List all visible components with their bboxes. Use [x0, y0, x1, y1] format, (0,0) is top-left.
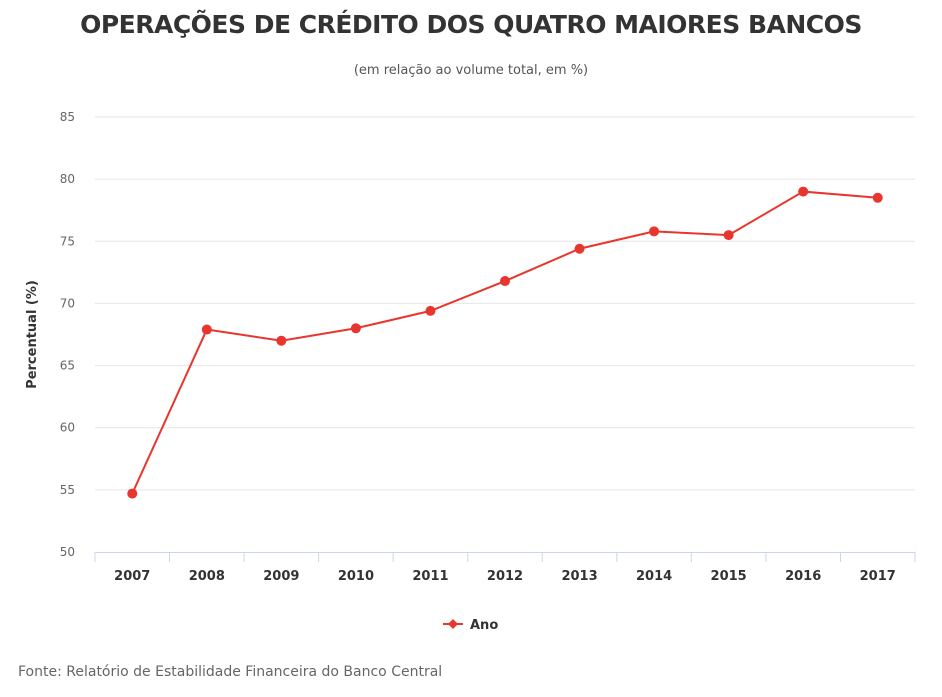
- y-tick-label: 60: [60, 421, 75, 435]
- data-point: [649, 226, 660, 237]
- y-tick-label: 70: [60, 296, 75, 310]
- data-point: [798, 186, 809, 197]
- y-tick-label: 55: [60, 483, 75, 497]
- y-tick-label: 50: [60, 545, 75, 559]
- x-tick-label: 2015: [711, 569, 747, 584]
- chart-subtitle: (em relação ao volume total, em %): [353, 63, 589, 78]
- source-note: Fonte: Relatório de Estabilidade Finance…: [18, 664, 443, 680]
- data-point: [127, 488, 138, 499]
- x-tick-label: 2013: [561, 569, 597, 584]
- data-point: [872, 192, 883, 203]
- data-point: [574, 243, 585, 254]
- data-point: [350, 323, 361, 334]
- y-tick-label: 75: [60, 234, 75, 248]
- data-point: [723, 230, 734, 241]
- data-point: [276, 335, 287, 346]
- legend-label: Ano: [470, 618, 498, 633]
- y-tick-label: 85: [60, 110, 75, 124]
- y-tick-label: 80: [60, 172, 75, 186]
- x-tick-label: 2014: [636, 569, 672, 584]
- chart-title: OPERAÇÕES DE CRÉDITO DOS QUATRO MAIORES …: [80, 10, 862, 39]
- y-tick-label: 65: [60, 359, 75, 373]
- legend-marker: [448, 619, 458, 629]
- x-tick-label: 2017: [860, 569, 896, 584]
- x-tick-label: 2016: [785, 569, 821, 584]
- series-line: [131, 190, 878, 494]
- x-tick-label: 2011: [412, 569, 448, 584]
- y-axis-label: Percentual (%): [25, 280, 40, 389]
- x-tick-label: 2007: [114, 569, 150, 584]
- data-point: [425, 305, 436, 316]
- x-tick-label: 2010: [338, 569, 374, 584]
- data-point: [500, 276, 510, 287]
- x-tick-label: 2008: [189, 569, 225, 584]
- data-point: [201, 324, 212, 335]
- x-tick-label: 2012: [487, 569, 523, 584]
- x-tick-label: 2009: [263, 569, 299, 584]
